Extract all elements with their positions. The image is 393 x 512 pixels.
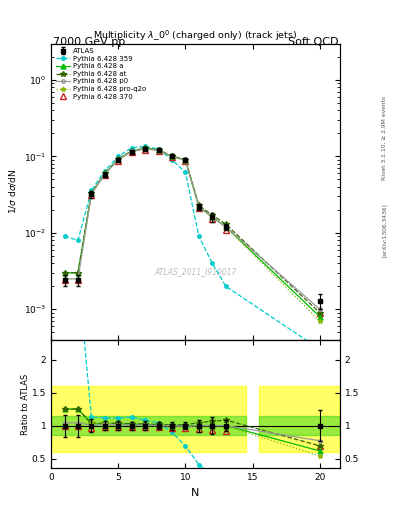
Pythia 6.428 a [318,314,322,320]
Pythia 6.428 pro-q2o [75,276,80,282]
Pythia 6.428 at [210,212,215,218]
Pythia 6.428 p0 [103,171,107,177]
Text: Soft QCD: Soft QCD [288,37,339,47]
Pythia 6.428 p0 [143,146,147,152]
Pythia 6.428 a [143,145,147,152]
Pythia 6.428 a [196,204,201,210]
Pythia 6.428 at [89,190,94,196]
Pythia 6.428 359 [89,187,94,194]
Pythia 6.428 pro-q2o [62,276,67,282]
Pythia 6.428 a [62,270,67,276]
Pythia 6.428 p0 [318,306,322,312]
Title: Multiplicity $\lambda\_0^0$ (charged only) (track jets): Multiplicity $\lambda\_0^0$ (charged onl… [94,29,298,44]
Pythia 6.428 p0 [170,154,174,160]
Pythia 6.428 at [116,156,121,162]
Pythia 6.428 at [223,221,228,227]
Text: [arXiv:1306.3436]: [arXiv:1306.3436] [382,203,387,258]
Text: ATLAS_2011_I919017: ATLAS_2011_I919017 [154,267,237,276]
Line: Pythia 6.428 p0: Pythia 6.428 p0 [63,147,321,311]
Pythia 6.428 359 [116,154,121,160]
Pythia 6.428 pro-q2o [183,158,188,164]
Pythia 6.428 at [75,270,80,276]
Pythia 6.428 pro-q2o [129,148,134,155]
Y-axis label: Ratio to ATLAS: Ratio to ATLAS [22,373,31,435]
Pythia 6.428 p0 [156,147,161,154]
Pythia 6.428 pro-q2o [223,224,228,230]
Line: Pythia 6.428 at: Pythia 6.428 at [62,145,323,315]
Pythia 6.428 at [129,148,134,154]
Pythia 6.428 p0 [75,276,80,282]
Pythia 6.428 at [156,147,161,153]
Line: Pythia 6.428 359: Pythia 6.428 359 [63,145,321,351]
Legend: ATLAS, Pythia 6.428 359, Pythia 6.428 a, Pythia 6.428 at, Pythia 6.428 p0, Pythi: ATLAS, Pythia 6.428 359, Pythia 6.428 a,… [55,47,147,101]
Pythia 6.428 a [210,214,215,220]
Line: Pythia 6.428 a: Pythia 6.428 a [62,146,322,319]
Pythia 6.428 p0 [210,214,215,220]
Pythia 6.428 359 [75,237,80,243]
Pythia 6.428 pro-q2o [103,170,107,177]
Pythia 6.428 at [170,153,174,159]
Pythia 6.428 pro-q2o [89,190,94,196]
Pythia 6.428 pro-q2o [116,157,121,163]
Pythia 6.428 at [62,270,67,276]
Pythia 6.428 a [89,190,94,196]
Pythia 6.428 at [103,170,107,177]
Pythia 6.428 359 [318,346,322,352]
Pythia 6.428 a [75,270,80,276]
Pythia 6.428 at [183,157,188,163]
Pythia 6.428 pro-q2o [143,146,147,152]
Pythia 6.428 359 [129,145,134,151]
Pythia 6.428 a [223,224,228,230]
Pythia 6.428 at [196,202,201,208]
X-axis label: N: N [191,488,200,498]
Pythia 6.428 359 [143,143,147,150]
Pythia 6.428 a [156,147,161,153]
Pythia 6.428 p0 [116,157,121,163]
Pythia 6.428 a [170,154,174,160]
Pythia 6.428 p0 [62,276,67,282]
Pythia 6.428 p0 [223,224,228,230]
Pythia 6.428 359 [103,167,107,174]
Pythia 6.428 p0 [129,148,134,155]
Pythia 6.428 a [116,156,121,162]
Pythia 6.428 p0 [89,191,94,197]
Pythia 6.428 at [143,145,147,152]
Pythia 6.428 a [129,148,134,154]
Pythia 6.428 at [318,310,322,316]
Pythia 6.428 p0 [183,157,188,163]
Pythia 6.428 p0 [196,204,201,210]
Text: 7000 GeV pp: 7000 GeV pp [53,37,125,47]
Pythia 6.428 pro-q2o [156,147,161,154]
Line: Pythia 6.428 pro-q2o: Pythia 6.428 pro-q2o [62,146,322,324]
Pythia 6.428 a [183,157,188,163]
Y-axis label: 1/$\sigma$ d$\sigma$/dN: 1/$\sigma$ d$\sigma$/dN [7,169,18,215]
Pythia 6.428 359 [223,283,228,289]
Pythia 6.428 a [103,171,107,177]
Pythia 6.428 pro-q2o [196,204,201,210]
Pythia 6.428 pro-q2o [210,214,215,220]
Pythia 6.428 359 [183,169,188,176]
Pythia 6.428 359 [62,233,67,240]
Text: Rivet 3.1.10, ≥ 2.9M events: Rivet 3.1.10, ≥ 2.9M events [382,96,387,180]
Pythia 6.428 pro-q2o [318,318,322,324]
Pythia 6.428 359 [156,146,161,152]
Pythia 6.428 pro-q2o [170,154,174,160]
Pythia 6.428 359 [210,260,215,266]
Pythia 6.428 359 [170,157,174,163]
Pythia 6.428 359 [196,233,201,240]
